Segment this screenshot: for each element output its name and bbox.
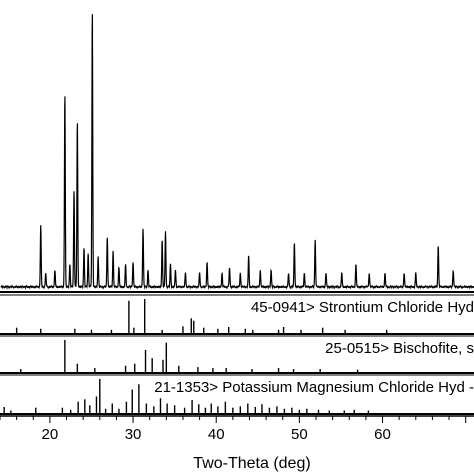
reference-panel-3: 21-1353> Potassium Magnesium Chloride Hy… <box>0 374 474 415</box>
diffraction-pattern-line <box>0 14 474 291</box>
x-tick-label: 40 <box>208 426 225 443</box>
x-tick-label: 30 <box>125 426 142 443</box>
reference-label: 25-0515> Bischofite, s <box>325 340 474 357</box>
reference-panel-2: 25-0515> Bischofite, s <box>0 335 474 374</box>
reference-panels: 45-0941> Strontium Chloride Hyd 25-0515> … <box>0 294 474 415</box>
reference-label: 45-0941> Strontium Chloride Hyd <box>251 299 474 316</box>
x-axis-label: Two-Theta (deg) <box>193 455 310 472</box>
x-tick-label: 60 <box>374 426 391 443</box>
x-tick-label: 20 <box>42 426 59 443</box>
x-tick-label: 50 <box>291 426 308 443</box>
reference-panel-1: 45-0941> Strontium Chloride Hyd <box>0 294 474 335</box>
x-axis: 20 30 40 50 60 <box>0 415 474 443</box>
reference-label: 21-1353> Potassium Magnesium Chloride Hy… <box>154 379 474 396</box>
diffraction-pattern-panel <box>0 14 474 293</box>
